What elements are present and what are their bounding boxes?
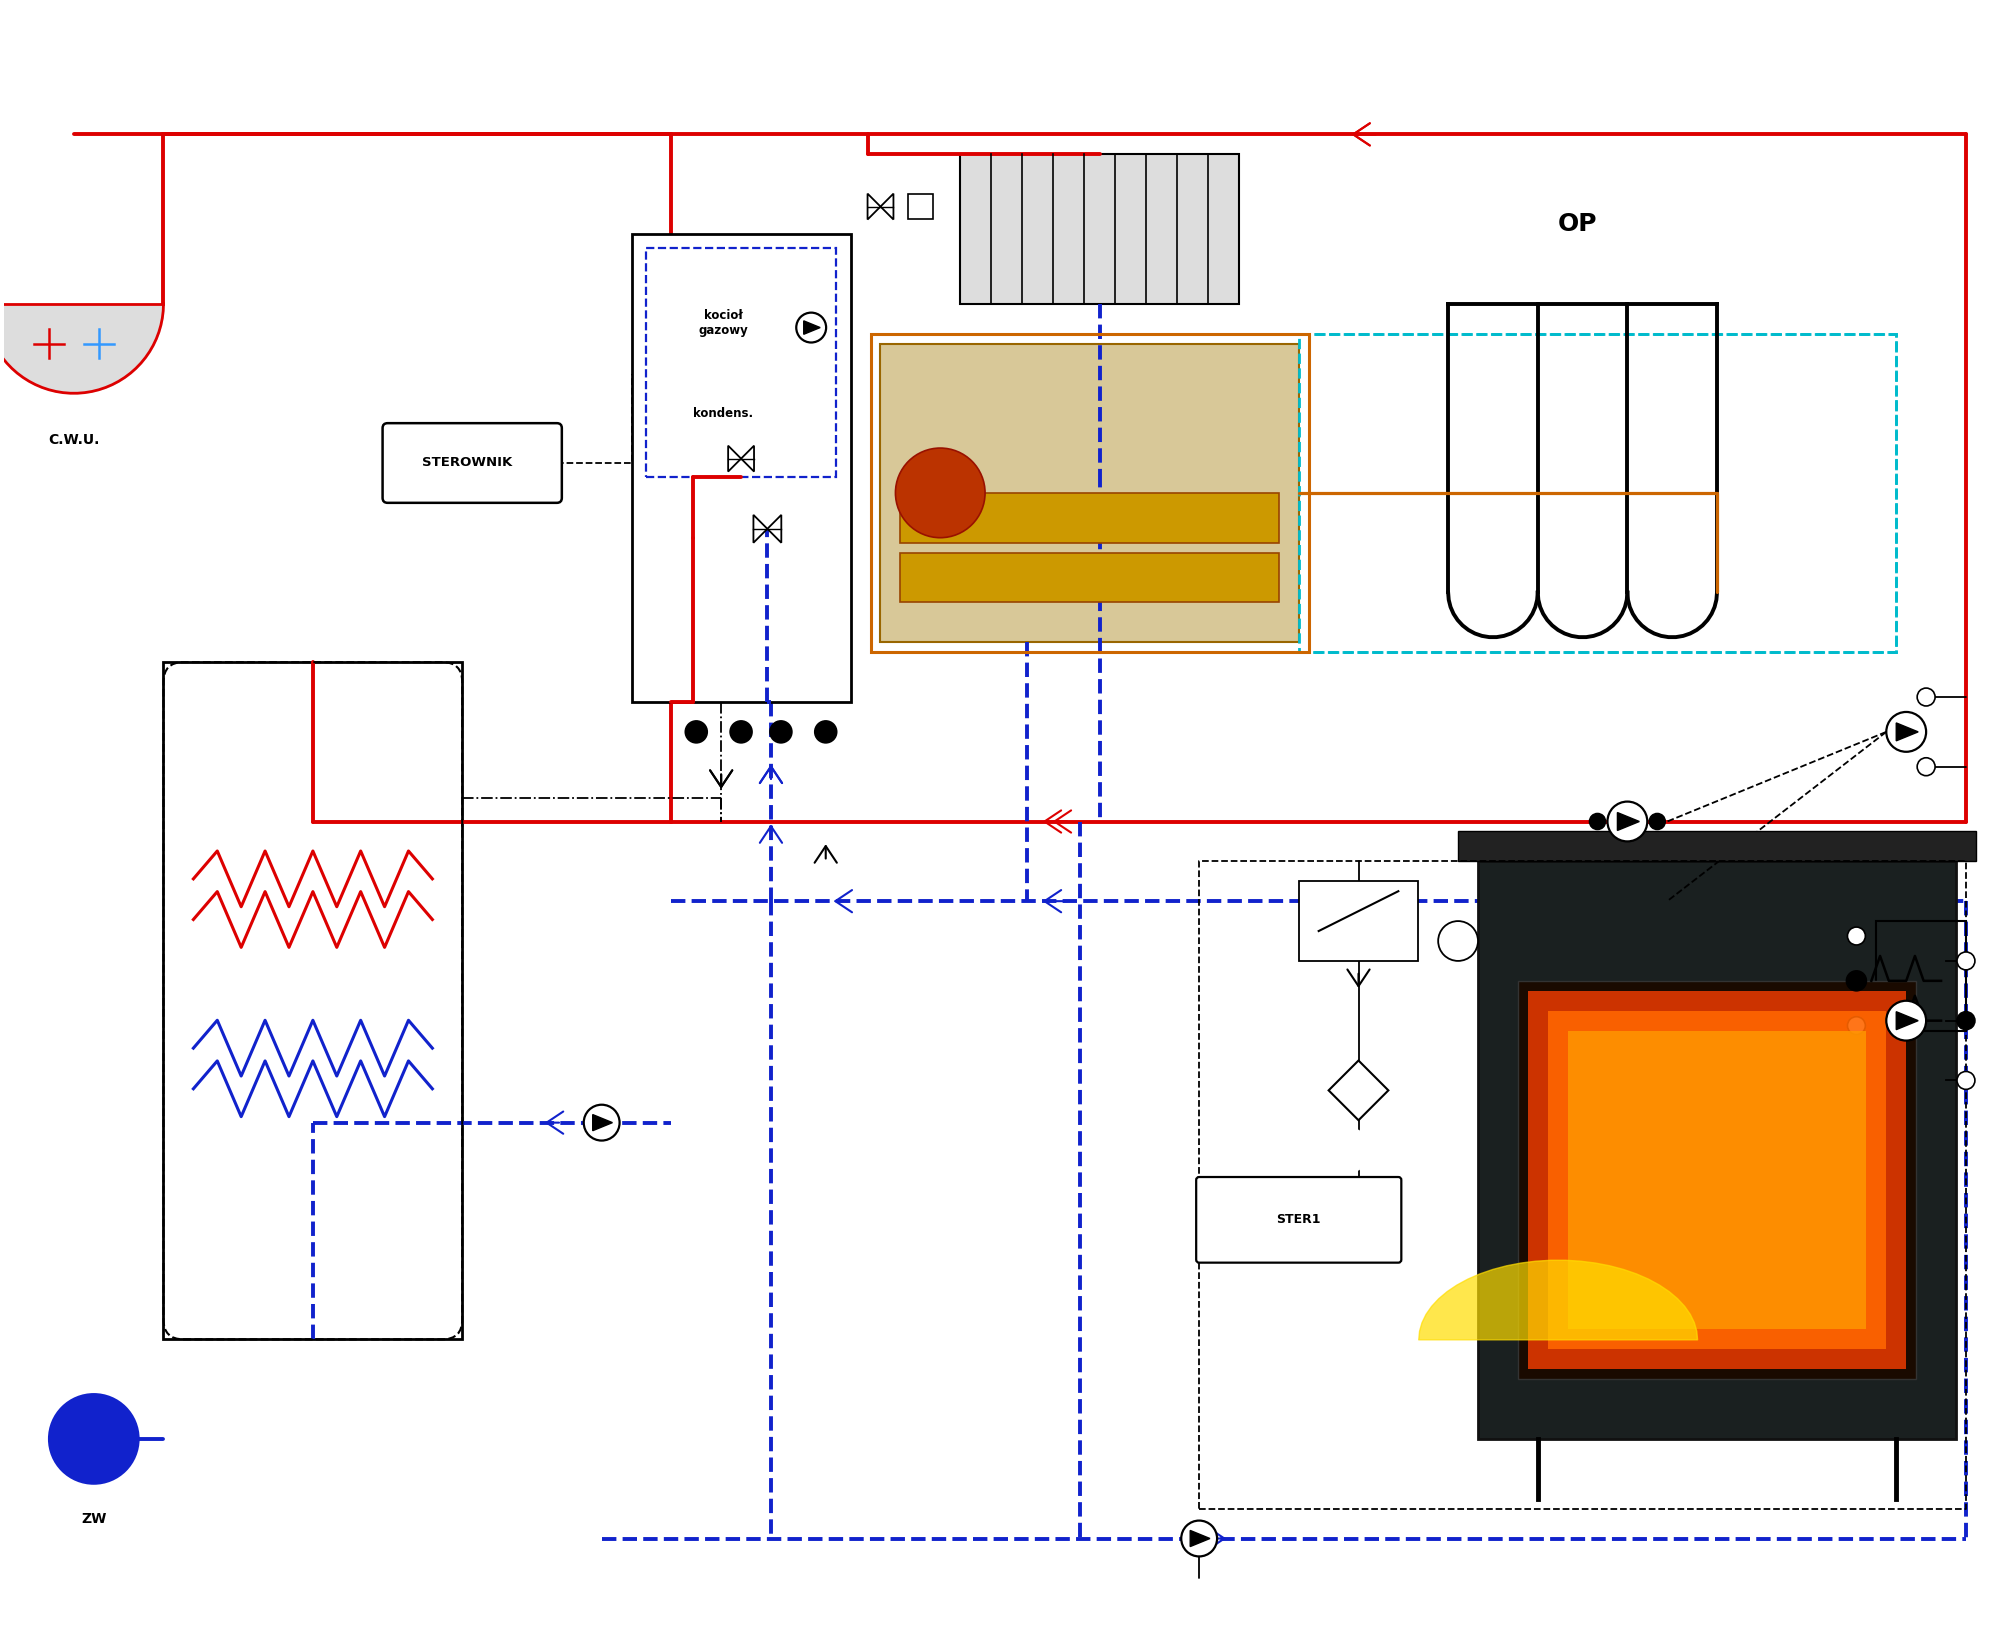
Circle shape — [1846, 971, 1866, 991]
Circle shape — [1848, 927, 1866, 945]
Polygon shape — [880, 194, 894, 220]
Circle shape — [1590, 813, 1606, 830]
Circle shape — [48, 1395, 138, 1484]
Polygon shape — [1896, 723, 1918, 741]
Bar — [1518, 981, 1916, 1378]
Bar — [1548, 1010, 1886, 1349]
Bar — [880, 343, 1298, 642]
Text: C.W.U.: C.W.U. — [48, 434, 100, 447]
Circle shape — [1438, 922, 1478, 961]
Circle shape — [814, 721, 836, 743]
Text: OP: OP — [1558, 212, 1598, 237]
Circle shape — [1956, 951, 1974, 969]
Circle shape — [896, 449, 986, 537]
FancyBboxPatch shape — [382, 424, 562, 503]
Polygon shape — [742, 445, 754, 472]
Polygon shape — [592, 1114, 612, 1130]
Circle shape — [1608, 802, 1648, 841]
FancyBboxPatch shape — [1196, 1176, 1402, 1263]
Text: kocioł
gazowy: kocioł gazowy — [698, 309, 748, 337]
Bar — [870, 334, 1896, 652]
Polygon shape — [768, 514, 782, 542]
Bar — [1298, 334, 1896, 652]
Bar — [900, 552, 1278, 603]
Circle shape — [1848, 1017, 1866, 1035]
Bar — [164, 662, 462, 1339]
Bar — [870, 334, 1308, 652]
Bar — [646, 248, 836, 478]
Bar — [960, 154, 1238, 304]
Bar — [900, 493, 1278, 542]
Bar — [1528, 991, 1906, 1369]
Circle shape — [1918, 757, 1936, 775]
Bar — [1458, 831, 1976, 861]
Circle shape — [1182, 1520, 1218, 1556]
Circle shape — [1886, 711, 1926, 752]
Polygon shape — [728, 445, 742, 472]
Circle shape — [584, 1104, 620, 1140]
Text: kondens.: kondens. — [694, 407, 754, 421]
Polygon shape — [868, 194, 880, 220]
Bar — [1478, 861, 1956, 1439]
Text: STER1: STER1 — [1276, 1213, 1320, 1226]
Circle shape — [1650, 813, 1666, 830]
Circle shape — [1886, 1001, 1926, 1040]
Bar — [908, 194, 932, 219]
Polygon shape — [754, 514, 768, 542]
Circle shape — [686, 721, 708, 743]
Text: STEROWNIK: STEROWNIK — [422, 457, 512, 470]
Bar — [1568, 1030, 1866, 1329]
Polygon shape — [1338, 1130, 1378, 1170]
Circle shape — [796, 312, 826, 342]
Circle shape — [730, 721, 752, 743]
Polygon shape — [804, 320, 820, 334]
Polygon shape — [1618, 813, 1640, 830]
Bar — [1298, 881, 1418, 961]
Polygon shape — [1896, 1012, 1918, 1030]
Circle shape — [770, 721, 792, 743]
Polygon shape — [1328, 1060, 1388, 1121]
Circle shape — [1956, 1012, 1974, 1030]
Bar — [632, 233, 850, 702]
Circle shape — [1956, 1071, 1974, 1089]
Polygon shape — [1190, 1530, 1210, 1546]
Text: ZW: ZW — [82, 1512, 106, 1526]
Bar — [1876, 922, 1966, 1030]
Circle shape — [1918, 688, 1936, 706]
